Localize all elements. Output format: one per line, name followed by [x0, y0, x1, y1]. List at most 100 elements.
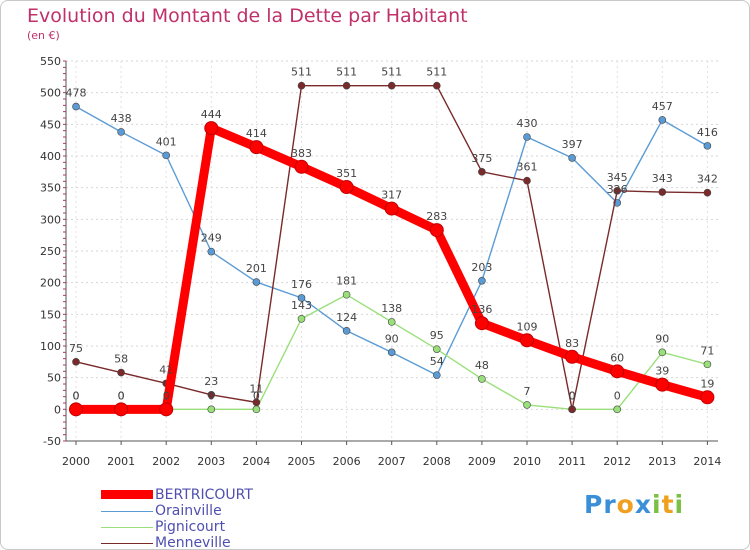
data-point-pignicourt [252, 405, 261, 414]
data-point-bertricourt [520, 333, 534, 348]
legend-label-menneville: Menneville [155, 535, 231, 550]
data-point-orainville [72, 102, 80, 111]
data-label-orainville: 478 [66, 87, 87, 100]
data-point-pignicourt [613, 405, 622, 414]
data-point-bertricourt [700, 390, 715, 405]
data-point-orainville [523, 133, 531, 141]
data-label-menneville: 361 [517, 161, 538, 174]
data-label-bertricourt: 83 [565, 337, 579, 350]
data-point-bertricourt [565, 349, 580, 364]
x-tick-label: 2009 [468, 455, 496, 468]
data-label-pignicourt: 0 [614, 389, 621, 402]
x-tick-label: 2005 [288, 455, 316, 468]
data-label-orainville: 90 [385, 332, 399, 345]
data-label-menneville: 41 [159, 363, 173, 376]
data-point-bertricourt [384, 201, 399, 216]
data-point-pignicourt [703, 360, 712, 369]
legend-swatch-pignicourt [101, 527, 153, 528]
data-point-pignicourt [387, 318, 396, 326]
data-label-bertricourt: 0 [163, 389, 170, 402]
data-label-orainville: 401 [156, 135, 177, 148]
data-point-menneville [568, 405, 576, 414]
data-label-bertricourt: 383 [291, 147, 312, 160]
data-label-orainville: 203 [471, 261, 492, 274]
data-label-orainville: 176 [291, 278, 312, 291]
data-point-bertricourt [429, 223, 444, 238]
brand-letter: t [661, 490, 675, 519]
data-label-menneville: 58 [114, 353, 128, 366]
data-label-bertricourt: 109 [517, 320, 538, 333]
data-point-pignicourt [478, 375, 486, 383]
axes: -50 0 50 100 150 200 250 300 350 400 450 500 550 2000… [40, 55, 721, 468]
data-label-bertricourt: 283 [426, 210, 447, 223]
data-point-pignicourt [297, 314, 306, 323]
legend-swatch-bertricourt [101, 490, 153, 499]
data-label-orainville: 249 [201, 232, 222, 245]
y-tick-label: 500 [40, 87, 61, 100]
data-label-bertricourt: 39 [655, 365, 669, 378]
x-tick-label: 2006 [333, 455, 361, 468]
x-tick-label: 2008 [423, 455, 451, 468]
data-point-menneville [342, 81, 351, 90]
data-point-pignicourt [207, 405, 216, 414]
data-label-orainville: 326 [607, 183, 628, 196]
data-label-orainville: 397 [562, 138, 583, 151]
data-label-pignicourt: 0 [163, 389, 170, 402]
legend-swatch-orainville [101, 511, 153, 512]
data-label-orainville: 430 [517, 117, 538, 130]
data-point-orainville [568, 154, 576, 162]
data-label-pignicourt: 0 [569, 389, 576, 402]
data-point-pignicourt [523, 401, 531, 409]
data-label-bertricourt: 351 [336, 167, 357, 180]
data-point-bertricourt [204, 121, 219, 136]
y-tick-label: 550 [40, 55, 61, 68]
data-label-menneville: 511 [426, 66, 447, 79]
y-tick-label: 50 [47, 372, 61, 385]
data-point-menneville [72, 358, 80, 366]
data-label-pignicourt: 48 [475, 359, 489, 372]
data-label-bertricourt: 317 [381, 189, 402, 202]
data-point-bertricourt [69, 402, 83, 417]
data-label-pignicourt: 181 [336, 275, 357, 288]
brand-letter: o [616, 490, 635, 519]
series [69, 81, 715, 417]
data-point-pignicourt [432, 345, 441, 353]
data-point-orainville [207, 247, 216, 256]
data-point-bertricourt [159, 402, 174, 417]
data-label-orainville: 54 [430, 355, 444, 368]
data-label-orainville: 201 [246, 262, 267, 275]
data-point-menneville [297, 81, 306, 90]
data-point-menneville [478, 168, 486, 176]
data-point-orainville [703, 142, 712, 150]
data-point-pignicourt [342, 290, 351, 299]
data-label-orainville: 438 [111, 112, 132, 125]
legend-label-bertricourt: BERTRICOURT [155, 487, 253, 503]
y-tick-label: 200 [40, 277, 61, 290]
data-point-orainville [117, 128, 125, 136]
data-label-pignicourt: 95 [430, 329, 444, 342]
data-label-bertricourt: 414 [246, 127, 267, 140]
data-label-bertricourt: 136 [471, 303, 492, 316]
x-tick-label: 2003 [197, 455, 225, 468]
data-point-orainville [342, 326, 351, 335]
x-tick-label: 2010 [513, 455, 541, 468]
data-point-menneville [207, 390, 216, 399]
data-point-menneville [658, 188, 667, 196]
data-label-pignicourt: 0 [253, 389, 260, 402]
data-label-menneville: 375 [471, 152, 492, 165]
data-label-bertricourt: 0 [73, 389, 80, 402]
y-tick-label: 250 [40, 245, 61, 258]
x-tick-label: 2014 [693, 455, 721, 468]
data-label-menneville: 11 [249, 382, 263, 395]
x-tick-label: 2007 [378, 455, 406, 468]
data-label-orainville: 416 [697, 126, 718, 139]
data-label-menneville: 345 [607, 171, 628, 184]
data-label-pignicourt: 0 [118, 389, 125, 402]
x-tick-label: 2002 [152, 455, 180, 468]
x-tick-label: 2000 [62, 455, 90, 468]
data-point-orainville [387, 348, 396, 357]
data-label-bertricourt: 60 [610, 351, 624, 364]
data-label-menneville: 75 [69, 342, 83, 355]
